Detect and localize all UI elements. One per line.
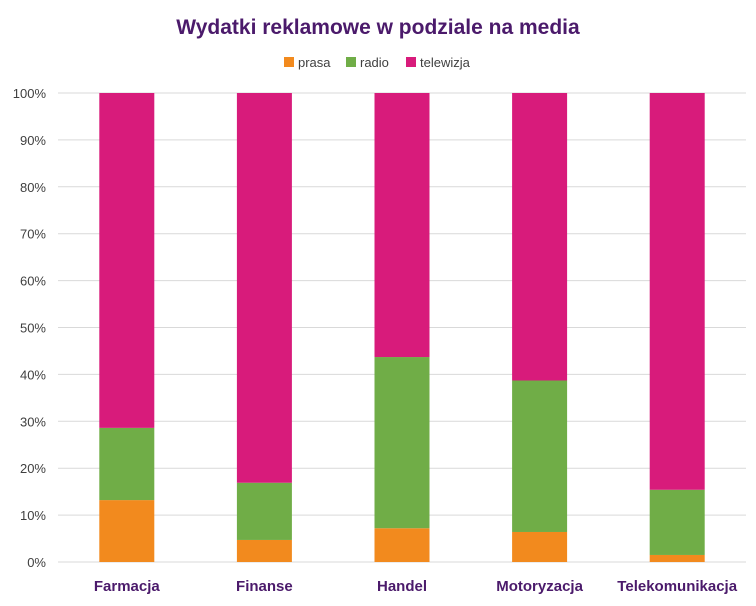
legend-swatch-telewizja (406, 57, 416, 67)
chart-title: Wydatki reklamowe w podziale na media (176, 16, 580, 39)
bar-prasa-finanse (236, 539, 292, 562)
y-tick-label: 90% (20, 133, 46, 148)
legend-label-radio: radio (360, 55, 389, 70)
legend-label-prasa: prasa (298, 55, 331, 70)
x-axis: Farmacja Finanse Handel Motoryzacja Telekomu… (94, 578, 738, 595)
bar-radio-motoryzacja (512, 380, 568, 532)
bars (99, 93, 705, 562)
bar-telewizja-farmacja (99, 93, 155, 428)
legend-swatch-radio (346, 57, 356, 67)
x-tick-label: Telekomunikacja (617, 578, 737, 595)
y-tick-label: 10% (20, 508, 46, 523)
y-tick-label: 30% (20, 414, 46, 429)
y-tick-label: 0% (27, 555, 46, 570)
y-tick-label: 80% (20, 180, 46, 195)
y-tick-label: 20% (20, 461, 46, 476)
bar-radio-farmacja (99, 427, 155, 501)
x-tick-label: Farmacja (94, 578, 161, 595)
bar-radio-finanse (236, 482, 292, 540)
x-tick-label: Motoryzacja (496, 578, 583, 595)
bar-prasa-farmacja (99, 500, 155, 562)
legend-label-telewizja: telewizja (420, 55, 471, 70)
bar-prasa-motoryzacja (512, 531, 568, 562)
y-tick-label: 70% (20, 227, 46, 242)
y-tick-label: 100% (13, 86, 47, 101)
y-tick-label: 40% (20, 367, 46, 382)
legend: prasa radio telewizja (284, 55, 471, 70)
bar-prasa-handel (374, 528, 430, 562)
y-axis: 0% 10% 20% 30% 40% 50% 60% 70% 80% 90% 100% (13, 86, 47, 570)
y-tick-label: 50% (20, 321, 46, 336)
bar-radio-handel (374, 357, 430, 529)
bar-telewizja-telekomunikacja (649, 93, 705, 490)
bar-telewizja-finanse (236, 93, 292, 483)
bar-prasa-telekomunikacja (649, 554, 705, 562)
x-tick-label: Finanse (236, 578, 293, 595)
legend-swatch-prasa (284, 57, 294, 67)
y-tick-label: 60% (20, 274, 46, 289)
bar-radio-telekomunikacja (649, 489, 705, 555)
bar-telewizja-handel (374, 93, 430, 358)
x-tick-label: Handel (377, 578, 427, 595)
bar-telewizja-motoryzacja (512, 93, 568, 381)
